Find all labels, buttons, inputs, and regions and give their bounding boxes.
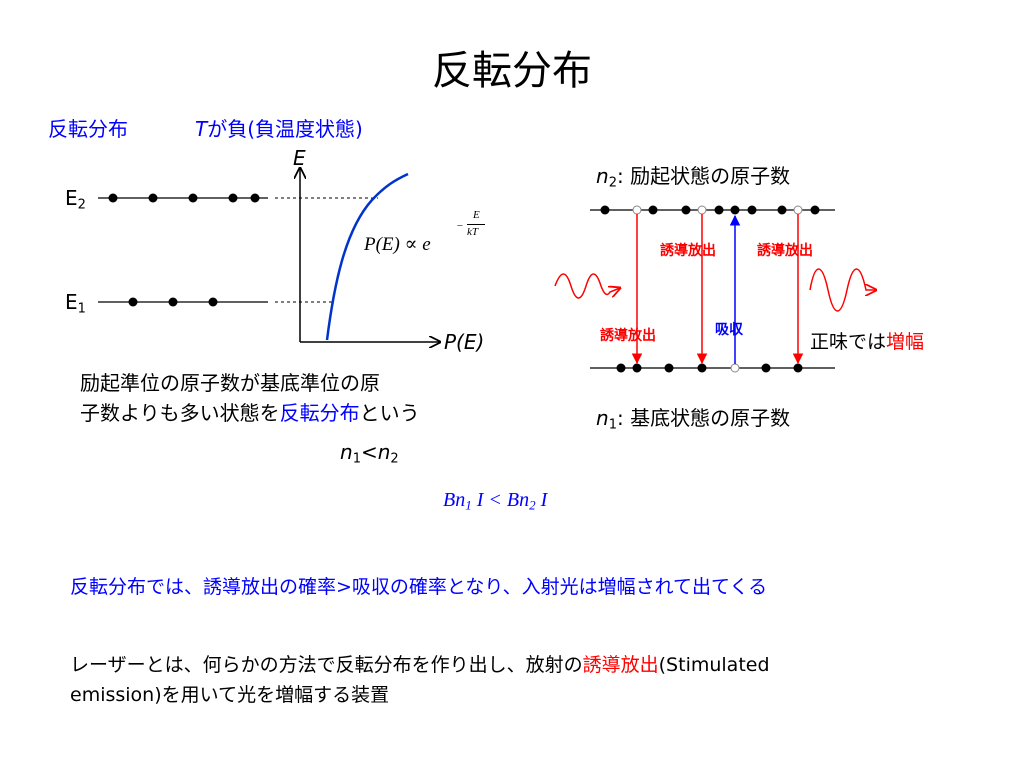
ground-electrons bbox=[616, 363, 803, 373]
inversion-description: 励起準位の原子数が基底準位の原 子数よりも多い状態を反転分布という bbox=[80, 371, 420, 425]
formula-fraction-bar bbox=[467, 224, 485, 225]
lower-level-electrons bbox=[128, 297, 218, 307]
formula-exp-numerator: E bbox=[473, 209, 480, 221]
net-amplification-label: 正味では増幅 bbox=[810, 331, 925, 353]
incoming-wave-icon bbox=[554, 273, 620, 299]
laser-definition: レーザーとは、何らかの方法で反転分布を作り出し、放射の誘導放出(Stimulat… bbox=[70, 654, 770, 706]
upper-level-label: E2 bbox=[65, 186, 86, 213]
energy-axes bbox=[300, 168, 440, 342]
ground-population-label: n1: 基底状態の原子数 bbox=[596, 406, 791, 433]
lower-level-label: E1 bbox=[65, 290, 86, 317]
formula-exp-sign: − bbox=[456, 220, 464, 232]
energy-axis-label: E bbox=[293, 146, 306, 170]
outgoing-wave-icon bbox=[809, 268, 876, 312]
formula-exp-denominator: kT bbox=[467, 226, 478, 238]
distribution-curve bbox=[325, 172, 409, 341]
stim-emission-label-1: 誘導放出 bbox=[660, 243, 716, 259]
population-inequality: n1<n2 bbox=[340, 440, 399, 467]
excited-electrons bbox=[600, 205, 820, 215]
left-heading-term: 反転分布 bbox=[48, 117, 128, 141]
conclusion-text: 反転分布では、誘導放出の確率>吸収の確率となり、入射光は増幅されて出てくる bbox=[70, 576, 768, 598]
absorption-label: 吸収 bbox=[715, 322, 743, 338]
slide-title: 反転分布 bbox=[432, 48, 592, 94]
rate-formula: Bn1 I < Bn2 I bbox=[443, 489, 548, 513]
t-text: が負(負温度状態) bbox=[207, 117, 363, 141]
stim-emission-label-3: 誘導放出 bbox=[600, 328, 656, 344]
left-heading-condition: Tが負(負温度状態) bbox=[195, 113, 363, 142]
upper-level-electrons bbox=[108, 193, 260, 203]
probability-axis-label: P(E) bbox=[444, 330, 485, 354]
excited-population-label: n2: 励起状態の原子数 bbox=[596, 164, 791, 191]
t-symbol: T bbox=[195, 117, 208, 141]
boltzmann-formula: P(E) ∝ e bbox=[364, 234, 431, 255]
stim-emission-label-2: 誘導放出 bbox=[757, 243, 813, 259]
